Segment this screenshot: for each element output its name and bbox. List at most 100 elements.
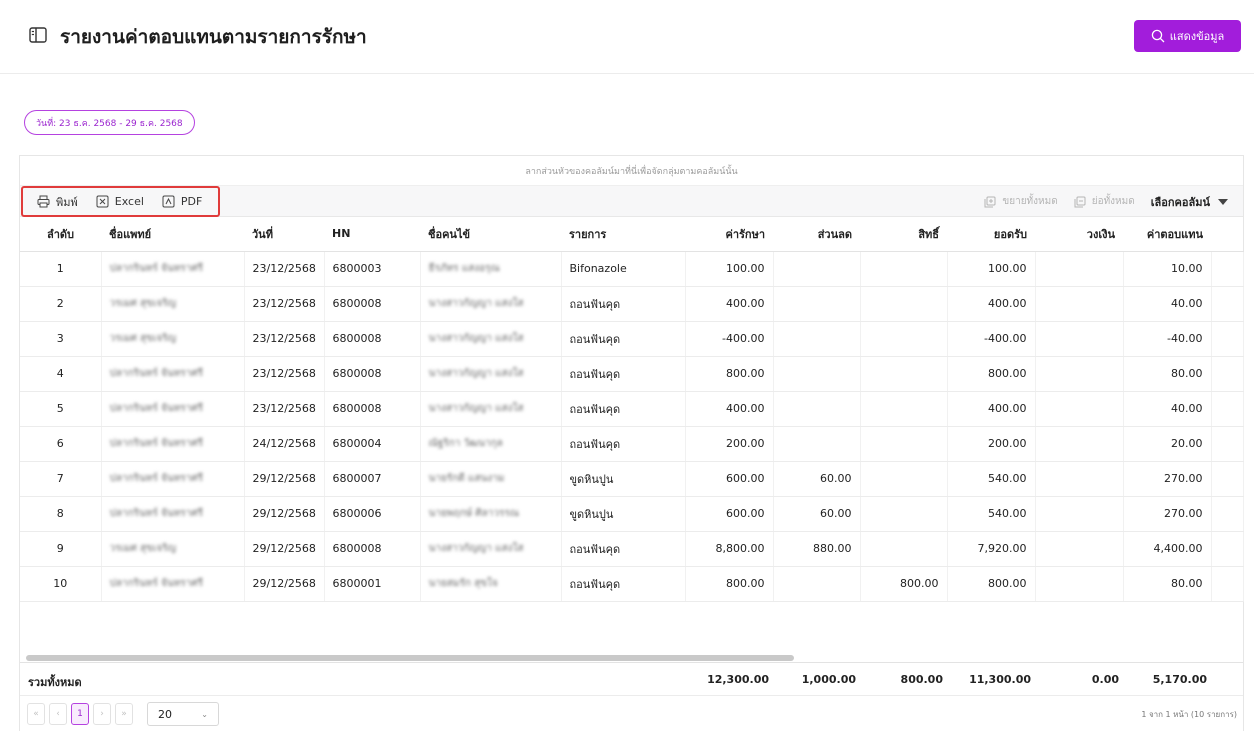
cell-compensation: 270.00 [1123,461,1212,497]
cell-item: ถอนฟันคุด [561,356,686,392]
cell-doctor: ปลากรินทร์ จันทราศรี [101,566,245,602]
column-header-item[interactable]: รายการ [561,217,685,252]
print-button[interactable]: พิมพ์ [37,193,78,211]
cell-no: 3 [20,321,102,357]
cell-hn: 6800008 [324,356,421,392]
cell-patient: นายรักดี แสนงาม [420,461,562,497]
cell-patient-text: นายพฤกษ์ ศิลาวรรณ [428,508,520,519]
cell-doctor: วรเมศ สุขเจริญ [101,286,245,322]
cell-date: 23/12/2568 [244,286,325,322]
horizontal-scrollbar[interactable] [26,655,794,661]
column-header-patient[interactable]: ชื่อคนไข้ [420,217,561,252]
last-page-button[interactable]: » [115,703,133,725]
cell-hn: 6800007 [324,461,421,497]
cell-fee: 600.00 [685,461,774,497]
column-header-date[interactable]: วันที่ [244,217,324,252]
book-open-icon [29,27,47,43]
column-header-right[interactable]: สิทธิ์ [860,217,947,252]
group-panel[interactable]: ลากส่วนหัวของคอลัมน์มาที่นี่เพื่อจัดกลุ่… [20,156,1243,186]
cell-received: 800.00 [947,356,1036,392]
collapse-icon [1074,196,1086,207]
next-page-button[interactable]: › [93,703,111,725]
page-1-button[interactable]: 1 [71,703,89,725]
total-right: 800.00 [900,673,943,686]
grid-toolbar: พิมพ์ Excel PDF [20,186,1243,217]
table-row[interactable]: 5 ปลากรินทร์ จันทราศรี 23/12/2568 6800008 นา… [20,391,1244,427]
cell-patient-text: นางสาวกัญญา แสงใส [428,333,524,344]
cell-discount: 60.00 [773,496,861,532]
cell-no: 5 [20,391,102,427]
cell-spacer [1211,391,1244,427]
cell-no: 4 [20,356,102,392]
total-received: 11,300.00 [969,673,1031,686]
collapse-all-button[interactable]: ย่อทั้งหมด [1074,194,1135,209]
cell-doctor-text: ปลากรินทร์ จันทราศรี [109,473,204,484]
export-buttons-group: พิมพ์ Excel PDF [21,186,220,217]
column-header-hn[interactable]: HN [324,217,420,252]
cell-limit [1035,496,1124,532]
table-row[interactable]: 3 วรเมศ สุขเจริญ 23/12/2568 6800008 นางสาวกั… [20,321,1244,357]
column-header-no[interactable]: ลำดับ [20,217,101,252]
cell-doctor-text: วรเมศ สุขเจริญ [109,543,177,554]
cell-spacer [1211,321,1244,357]
column-header-received[interactable]: ยอดรับ [947,217,1035,252]
table-row[interactable]: 9 วรเมศ สุขเจริญ 29/12/2568 6800008 นางสาวกั… [20,531,1244,567]
pdf-button[interactable]: PDF [162,195,202,208]
cell-patient: นางสาวกัญญา แสงใส [420,286,562,322]
cell-doctor-text: ปลากรินทร์ จันทราศรี [109,438,204,449]
cell-right [860,426,948,462]
column-chooser-button[interactable]: เลือกคอลัมน์ [1151,193,1228,211]
column-header-doctor[interactable]: ชื่อแพทย์ [101,217,244,252]
excel-label: Excel [114,195,144,208]
excel-button[interactable]: Excel [96,195,144,208]
cell-discount [773,391,861,427]
prev-page-button[interactable]: ‹ [49,703,67,725]
cell-patient: นางสาวกัญญา แสงใส [420,391,562,427]
cell-right [860,496,948,532]
cell-patient-text: นางสาวกัญญา แสงใส [428,298,524,309]
column-header-discount[interactable]: ส่วนลด [773,217,860,252]
table-row[interactable]: 10 ปลากรินทร์ จันทราศรี 29/12/2568 6800001 น… [20,566,1244,602]
cell-limit [1035,286,1124,322]
cell-limit [1035,531,1124,567]
expand-all-button[interactable]: ขยายทั้งหมด [984,194,1058,209]
show-data-button[interactable]: แสดงข้อมูล [1134,20,1241,52]
chevron-down-icon: ⌄ [201,709,208,719]
cell-hn: 6800006 [324,496,421,532]
cell-patient: นายสมรัก สุขใจ [420,566,562,602]
column-header-limit[interactable]: วงเงิน [1035,217,1123,252]
table-row[interactable]: 6 ปลากรินทร์ จันทราศรี 24/12/2568 6800004 ณั… [20,426,1244,462]
cell-fee: 800.00 [685,566,774,602]
table-row[interactable]: 7 ปลากรินทร์ จันทราศรี 29/12/2568 6800007 นา… [20,461,1244,497]
cell-doctor: ปลากรินทร์ จันทราศรี [101,356,245,392]
cell-item: ถอนฟันคุด [561,321,686,357]
cell-limit [1035,251,1124,287]
cell-date: 29/12/2568 [244,531,325,567]
column-header-compensation[interactable]: ค่าตอบแทน [1123,217,1211,252]
cell-discount [773,286,861,322]
cell-discount [773,356,861,392]
table-header-row: ลำดับ ชื่อแพทย์ วันที่ HN ชื่อคนไข้ รายก… [20,217,1243,252]
page-size-select[interactable]: 20 ⌄ [147,702,219,726]
cell-no: 7 [20,461,102,497]
cell-right [860,356,948,392]
cell-received: -400.00 [947,321,1036,357]
table-row[interactable]: 8 ปลากรินทร์ จันทราศรี 29/12/2568 6800006 นา… [20,496,1244,532]
first-page-button[interactable]: « [27,703,45,725]
cell-doctor: ปลากรินทร์ จันทราศรี [101,251,245,287]
table-row[interactable]: 4 ปลากรินทร์ จันทราศรี 23/12/2568 6800008 นา… [20,356,1244,392]
cell-doctor: วรเมศ สุขเจริญ [101,321,245,357]
cell-item: ขูดหินปูน [561,461,686,497]
expand-all-label: ขยายทั้งหมด [1002,196,1058,207]
column-header-fee[interactable]: ค่ารักษา [685,217,773,252]
show-data-label: แสดงข้อมูล [1169,30,1225,43]
date-range-badge: วันที่: 23 ธ.ค. 2568 - 29 ธ.ค. 2568 [24,110,195,135]
cell-right [860,391,948,427]
cell-compensation: 80.00 [1123,566,1212,602]
cell-no: 6 [20,426,102,462]
table-row[interactable]: 1 ปลากรินทร์ จันทราศรี 23/12/2568 6800003 ธี… [20,251,1244,287]
table-row[interactable]: 2 วรเมศ สุขเจริญ 23/12/2568 6800008 นางสาวกั… [20,286,1244,322]
cell-item: Bifonazole [561,251,686,287]
cell-compensation: 80.00 [1123,356,1212,392]
cell-spacer [1211,461,1244,497]
